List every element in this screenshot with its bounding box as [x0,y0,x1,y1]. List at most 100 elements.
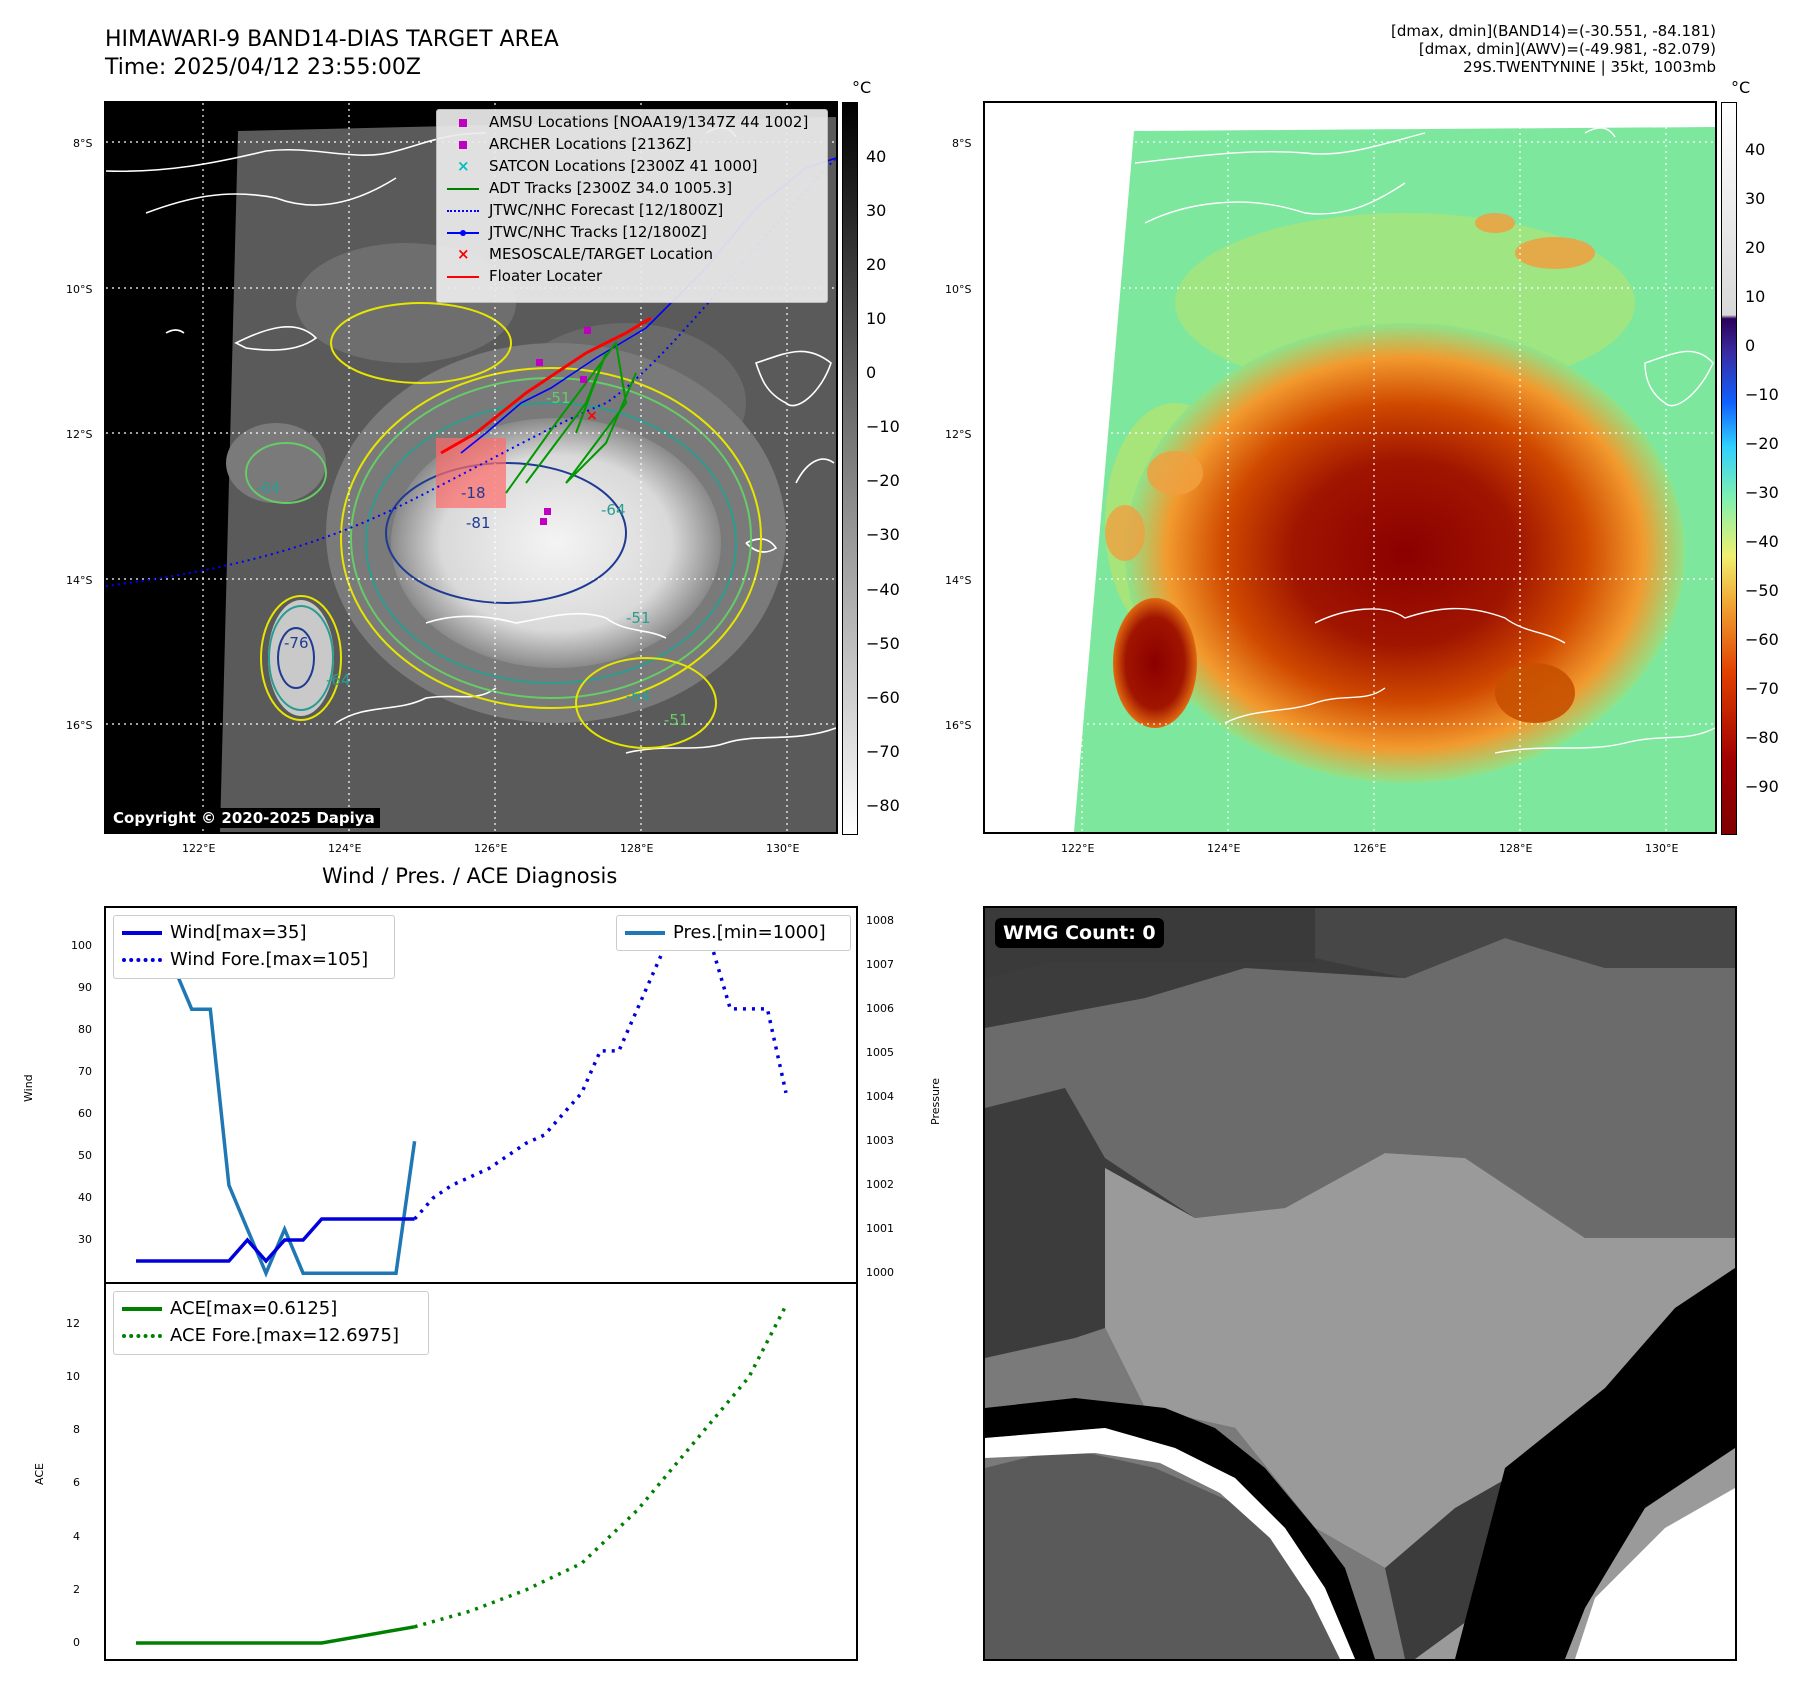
colorbar-tick: 10 [1745,287,1766,306]
svg-text:-51: -51 [664,711,689,729]
dotted-line-icon [447,205,479,217]
lon-tick: 124°E [328,842,362,855]
target-marker: × [586,408,598,424]
pressure-y-tick: 1007 [866,958,894,972]
svg-text:-51: -51 [626,609,651,627]
stats-band14: [dmax, dmin](BAND14)=(-30.551, -84.181) [1391,22,1716,40]
pressure-y-tick: 1002 [866,1178,894,1192]
colorbar-tick: 0 [866,363,877,382]
right-map-canvas [985,103,1715,832]
lon-tick: 130°E [1645,842,1679,855]
x-marker-icon: × [457,156,470,175]
wmg-count-label: WMG Count: 0 [995,918,1164,948]
left-satellite-map: × -18 -81 -64 -76 -64 -51 -64 -51 -64 -5… [104,101,838,834]
stats-header: [dmax, dmin](BAND14)=(-30.551, -84.181) … [1391,22,1716,76]
square-marker-icon [447,117,479,129]
colorbar-tick: 20 [866,255,887,274]
lat-tick: 14°S [945,574,972,587]
solid-line-icon [122,931,162,935]
ace-line [136,1625,415,1645]
x-marker-icon: × [457,244,470,263]
lon-tick: 128°E [620,842,654,855]
lat-tick: 12°S [66,428,93,441]
solid-line-icon [625,931,665,935]
right-awv-map [983,101,1717,834]
lon-tick: 124°E [1207,842,1241,855]
lat-tick: 12°S [945,428,972,441]
lon-tick: 122°E [182,842,216,855]
stats-awv: [dmax, dmin](AWV)=(-49.981, -82.079) [1418,40,1716,58]
wind-y-tick: 30 [78,1232,92,1246]
ace-plot [136,1304,788,1645]
svg-text:-64: -64 [326,671,351,689]
colorbar-unit: °C [852,78,872,97]
svg-text:-18: -18 [461,484,486,502]
solid-line-icon [447,271,479,283]
wmg-panel: WMG Count: 0 [983,906,1737,1661]
diag-title: Wind / Pres. / ACE Diagnosis [322,864,618,888]
figure-title: HIMAWARI-9 BAND14-DIAS TARGET AREA [105,27,559,52]
colorbar-tick: −70 [866,742,900,761]
svg-text:-76: -76 [284,634,309,652]
solid-line-icon [447,183,479,195]
colorbar-tick: −30 [866,525,900,544]
svg-text:-64: -64 [601,501,626,519]
ace-y-tick: 4 [73,1529,80,1543]
pressure-y-tick: 1005 [866,1046,894,1060]
legend-item-pressure: Pres.[min=1000] [625,922,826,943]
adt-tracks [505,340,637,494]
ace-y-tick: 6 [73,1476,80,1490]
colorbar-tick: −80 [1745,728,1779,747]
colorbar-tick: −40 [866,580,900,599]
dotted-line-icon [122,958,162,962]
jtwc-forecast-track [106,157,836,587]
colorbar-tick: 40 [1745,140,1766,159]
ace-forecast-line [414,1304,788,1629]
colorbar-tick: −90 [1745,777,1779,796]
colorbar-tick: −80 [866,796,900,815]
legend-item-floater: Floater Locater [447,266,602,287]
legend-item-ace: ACE[max=0.6125] [122,1298,337,1319]
legend-item-adt: ADT Tracks [2300Z 34.0 1005.3] [447,178,732,199]
wmg-image [985,908,1735,1659]
colorbar-tick: −30 [1745,483,1779,502]
colorbar-tick: 30 [866,201,887,220]
lon-tick: 130°E [766,842,800,855]
colorbar-tick: −10 [866,417,900,436]
floater-locater-line [440,316,652,455]
lat-tick: 10°S [945,283,972,296]
wind-y-tick: 40 [78,1190,92,1204]
colorbar-tick: −70 [1745,679,1779,698]
lat-tick: 14°S [66,574,93,587]
svg-text:-64: -64 [626,687,651,705]
lat-tick: 10°S [66,283,93,296]
wind-y-tick: 80 [78,1022,92,1036]
wind-y-tick: 60 [78,1106,92,1120]
line-dot-icon [447,227,479,239]
pressure-y-tick: 1004 [866,1090,894,1104]
pressure-legend: Pres.[min=1000] [616,915,851,951]
ace-y-tick: 2 [73,1582,80,1596]
colorbar-tick: 30 [1745,189,1766,208]
colorbar-tick: −20 [1745,434,1779,453]
ace-y-tick: 0 [73,1636,80,1650]
copyright-label: Copyright © 2020-2025 Dapiya [108,808,380,828]
coastlines [106,127,836,754]
wind-y-tick: 100 [71,938,92,952]
wind-y-tick: 90 [78,980,92,994]
legend-item-satcon: × SATCON Locations [2300Z 41 1000] [447,156,757,177]
ace-y-tick: 10 [66,1370,80,1384]
wind-axis-label: Wind [22,1074,35,1102]
coastlines [1134,127,1715,754]
colorbar-tick: −50 [1745,581,1779,600]
colorbar-tick: −40 [1745,532,1779,551]
colorbar-tick: −20 [866,471,900,490]
wind-line [136,1217,415,1264]
map-legend: AMSU Locations [NOAA19/1347Z 44 1002] AR… [436,109,828,303]
dotted-line-icon [122,1334,162,1338]
svg-text:-64: -64 [256,479,281,497]
colorbar-tick: 20 [1745,238,1766,257]
pressure-y-tick: 1003 [866,1134,894,1148]
wind-pressure-plot [134,920,788,1278]
lon-tick: 122°E [1061,842,1095,855]
